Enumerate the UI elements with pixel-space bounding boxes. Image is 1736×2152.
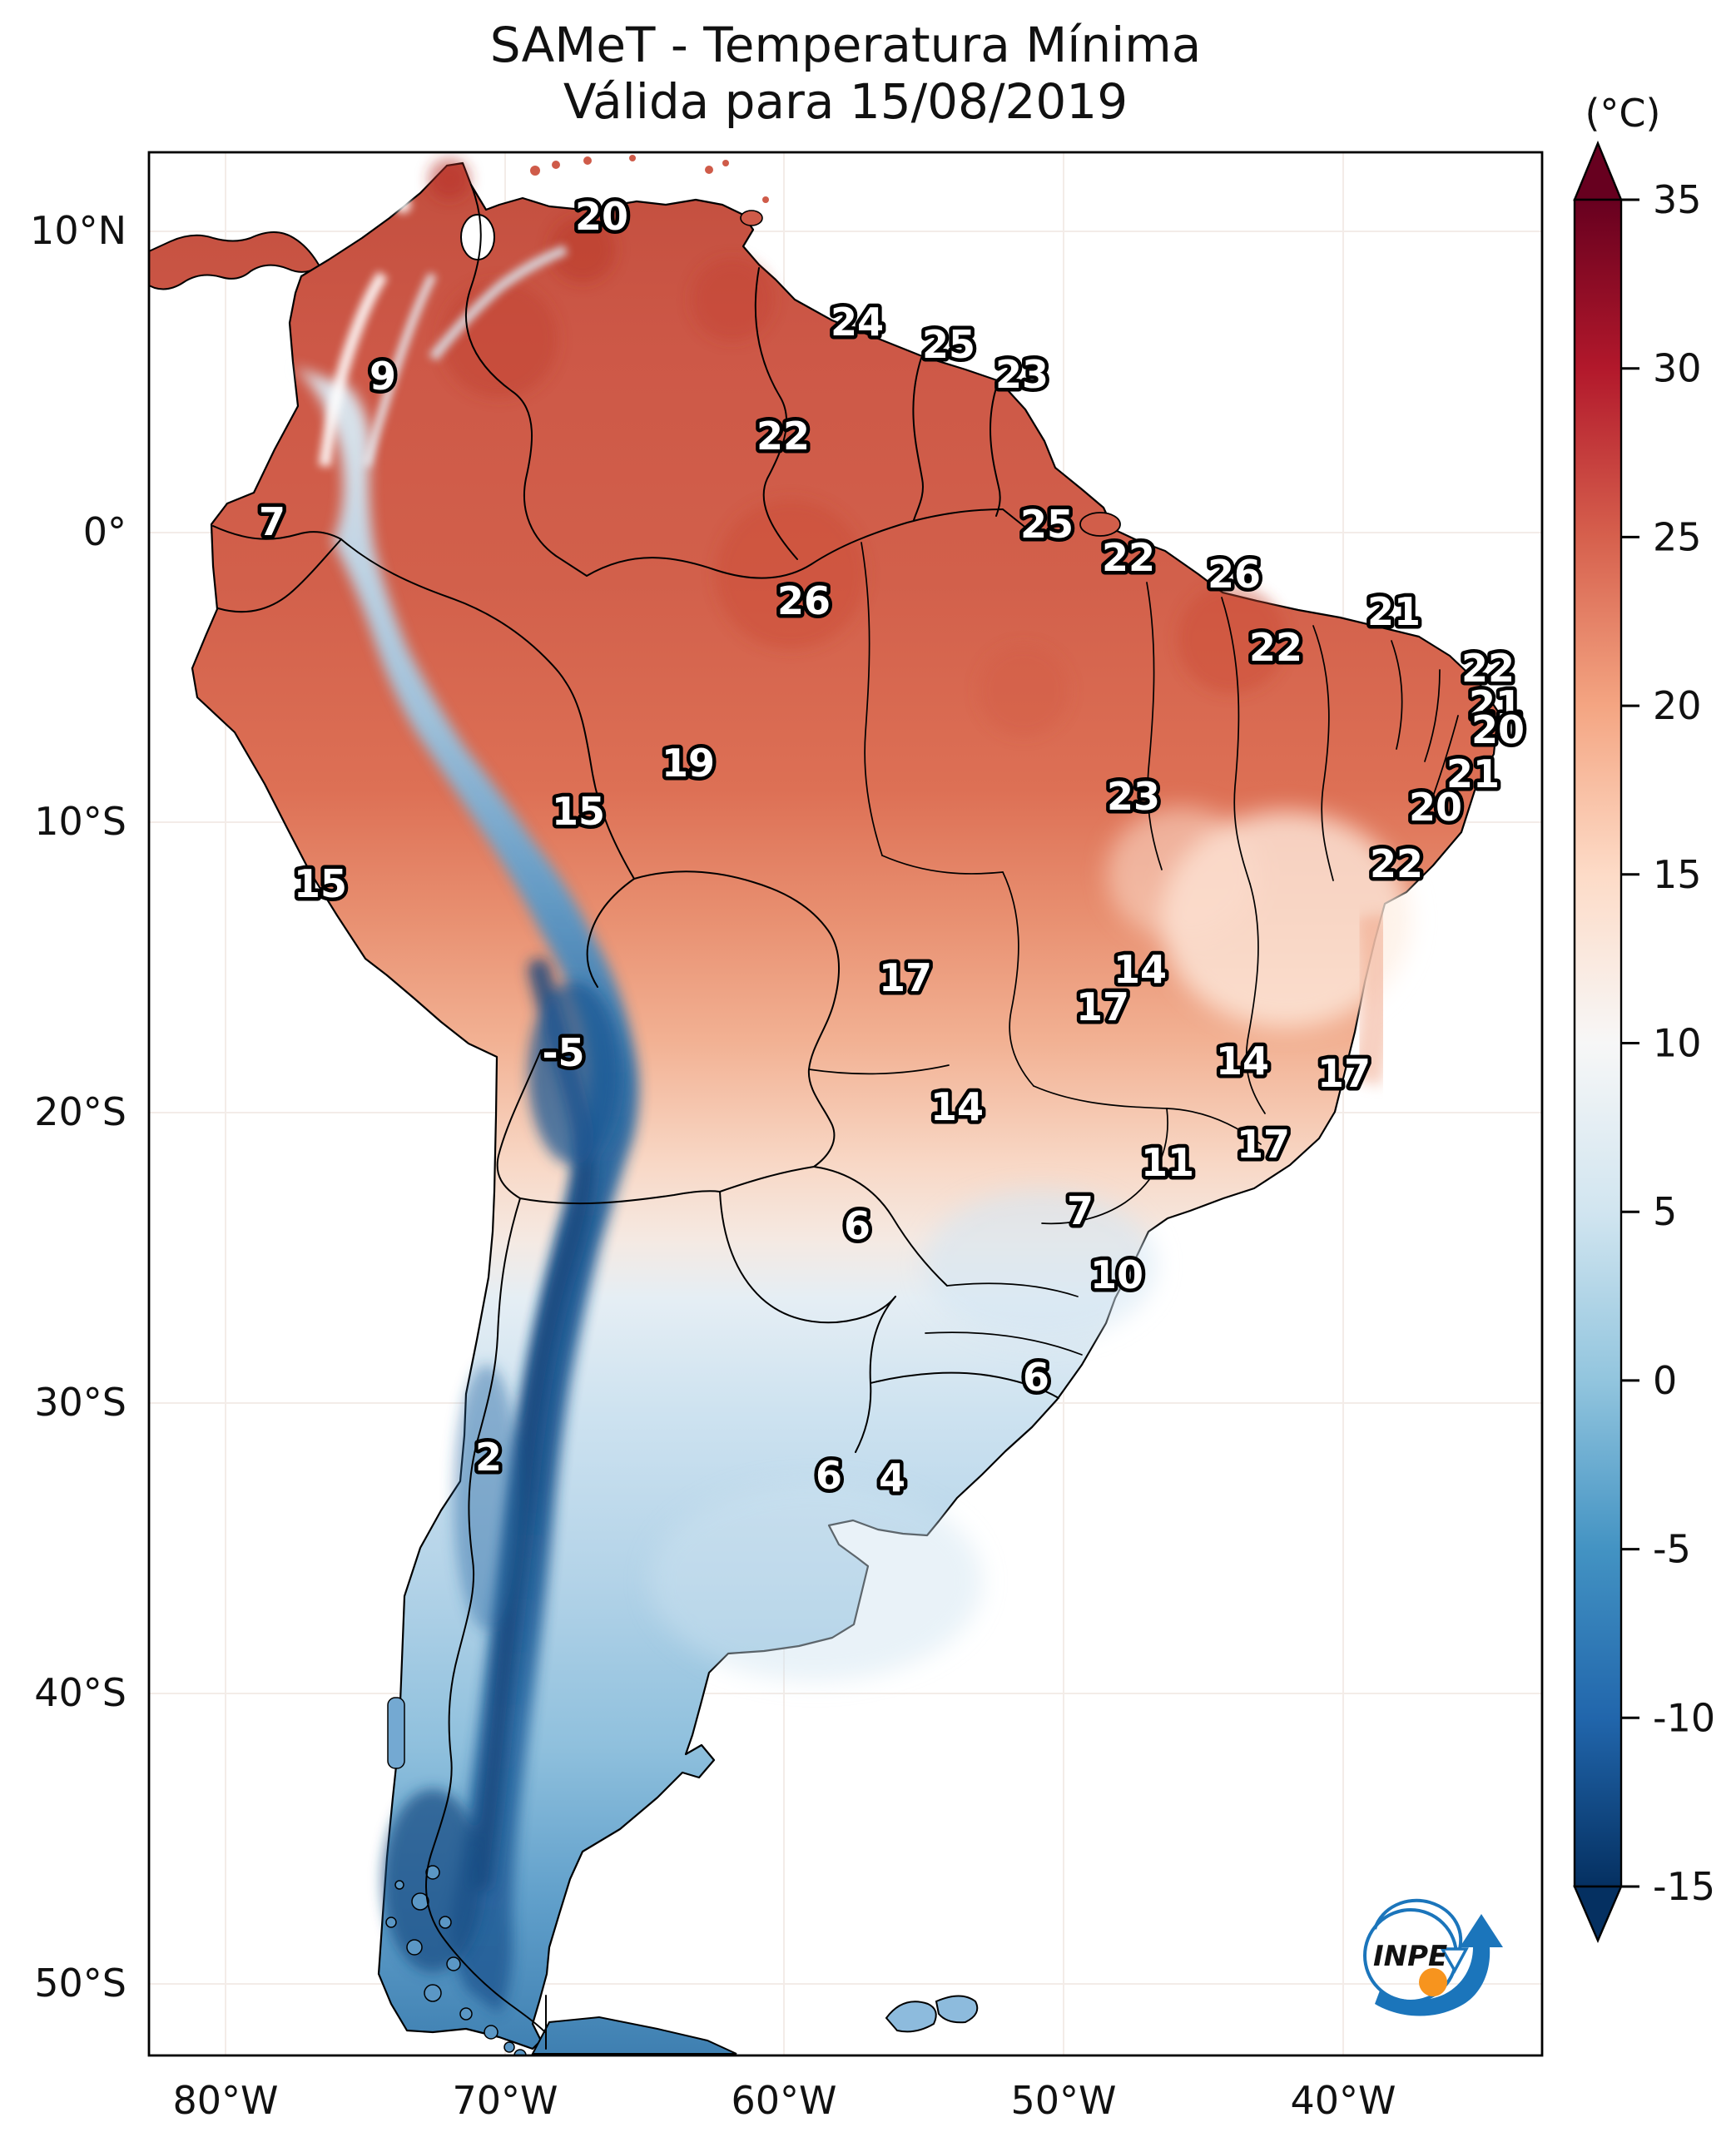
lat-tick-label: 0°	[83, 509, 126, 554]
inpe-logo-down-arrowhead	[1439, 1947, 1469, 1974]
lon-tick-label: 70°W	[452, 2078, 558, 2123]
temperature-value-label: 14	[930, 1084, 984, 1129]
figure-title-line2: Válida para 15/08/2019	[563, 73, 1128, 130]
temperature-value-label: 6	[844, 1203, 870, 1248]
lat-tick-label: 20°S	[34, 1089, 126, 1134]
figure-title-line1: SAMeT - Temperatura Mínima	[490, 17, 1202, 73]
temperature-value-label: 17	[1317, 1051, 1371, 1096]
temperature-value-label: 10	[1090, 1252, 1143, 1297]
lon-tick-label: 60°W	[731, 2078, 836, 2123]
temperature-value-label: 15	[552, 789, 605, 834]
inpe-logo-spiral-arc	[1373, 1898, 1463, 1955]
colorbar-tick-label: -15	[1653, 1864, 1715, 1909]
country-borders	[212, 184, 1059, 2050]
inpe-logo-text: INPE	[1373, 1940, 1447, 1973]
temperature-value-label: 20	[575, 194, 628, 239]
colombia-cordillera-streaks	[319, 196, 568, 468]
temperature-value-label: 6	[816, 1453, 842, 1498]
temperature-value-label: 19	[662, 741, 715, 786]
temperature-value-label: 22	[1102, 535, 1155, 580]
temperature-value-label: -5	[542, 1030, 584, 1075]
pale-temperature-patches	[649, 807, 1411, 1681]
lon-tick-label: 40°W	[1290, 2078, 1396, 2123]
colorbar-tick-label: 0	[1653, 1358, 1677, 1403]
temperature-value-label: 17	[1237, 1122, 1290, 1167]
temperature-value-label: 20	[1409, 785, 1462, 830]
andes-dark-spine	[383, 959, 620, 1972]
southern-islands	[385, 1697, 979, 2055]
marajo-island	[1079, 512, 1121, 537]
colorbar-tick-labels: 35 30 25 20 15 10 5 0 -5 -10 -15	[1621, 177, 1715, 1909]
temperature-value-label: 22	[1461, 646, 1515, 691]
inpe-logo-swoosh-arrow	[1375, 1914, 1503, 2016]
colorbar: (°C) 35 30 25 20 15 10 5 0 -5 -10 -15	[1573, 91, 1715, 1944]
colorbar-tick-label: -10	[1653, 1695, 1715, 1740]
inpe-logo: INPE	[1363, 1898, 1503, 2016]
state-borders	[808, 542, 1459, 1356]
lat-tick-label: 10°N	[30, 208, 126, 253]
temperature-value-label: 6	[1023, 1355, 1049, 1400]
temperature-value-label: 21	[1367, 589, 1421, 634]
temperature-value-label: 4	[879, 1455, 905, 1500]
east-coast-warm-streak	[1348, 913, 1395, 1086]
colorbar-tick-label: 20	[1653, 683, 1702, 728]
colorbar-tick-label: 30	[1653, 346, 1702, 391]
temperature-value-label: 17	[879, 955, 932, 1000]
inpe-logo-orange-dot	[1419, 1968, 1447, 1996]
temperature-value-label: 15	[294, 861, 347, 906]
colorbar-upper-extend-arrow	[1573, 140, 1623, 201]
colorbar-tick-label: 15	[1653, 852, 1702, 897]
temperature-value-label: 11	[1141, 1140, 1194, 1185]
colorbar-gradient-bar	[1573, 198, 1623, 1888]
colorbar-unit-label: (°C)	[1585, 91, 1660, 136]
colorbar-tick-label: -5	[1653, 1527, 1691, 1572]
temperature-value-label: 21	[1469, 682, 1522, 727]
temperature-value-label: 2	[475, 1435, 502, 1480]
temperature-value-label: 22	[1370, 841, 1423, 886]
colorbar-tick-label: 10	[1653, 1021, 1702, 1066]
colorbar-tick-label: 35	[1653, 177, 1702, 222]
lat-tick-label: 50°S	[34, 1961, 126, 2006]
temperature-value-label: 25	[1020, 502, 1074, 547]
colorbar-tick-label: 5	[1653, 1189, 1677, 1234]
temperature-value-label: 17	[1076, 984, 1129, 1029]
temperature-value-label: 22	[756, 414, 810, 459]
temperature-value-label: 22	[1249, 625, 1302, 670]
plot-frame	[147, 151, 1544, 2057]
lake-maracaibo	[460, 214, 495, 260]
temperature-value-label: 7	[1067, 1188, 1094, 1233]
longitude-axis-labels: 80°W 70°W 60°W 50°W 40°W	[172, 2078, 1396, 2123]
temperature-value-label: 25	[922, 322, 975, 367]
temperature-value-label: 26	[777, 578, 831, 623]
colorbar-lower-extend-arrow	[1573, 1885, 1623, 1944]
temperature-value-label: 20	[1471, 707, 1525, 752]
temperature-value-label: 14	[1114, 947, 1167, 992]
temperature-value-label: 21	[1446, 751, 1500, 796]
latitude-axis-labels: 10°N 0° 10°S 20°S 30°S 40°S 50°S	[30, 208, 126, 2006]
lon-tick-label: 50°W	[1010, 2078, 1116, 2123]
colorbar-tick-label: 25	[1653, 514, 1702, 559]
temperature-value-label: 23	[1107, 774, 1160, 819]
lat-tick-label: 30°S	[34, 1380, 126, 1425]
south-america-landmass	[191, 161, 1500, 2050]
lat-tick-label: 10°S	[34, 799, 126, 844]
temperature-value-label: 14	[1216, 1039, 1269, 1083]
central-america-landmass	[149, 231, 321, 290]
temperature-value-label: 26	[1208, 552, 1261, 597]
caribbean-islands	[530, 155, 769, 226]
temperature-value-label: 24	[831, 300, 884, 345]
temperature-value-label: 7	[259, 499, 285, 544]
temperature-value-label: 9	[370, 354, 396, 399]
lon-tick-label: 80°W	[172, 2078, 278, 2123]
temperature-value-label: 23	[995, 352, 1049, 397]
lat-tick-label: 40°S	[34, 1670, 126, 1715]
